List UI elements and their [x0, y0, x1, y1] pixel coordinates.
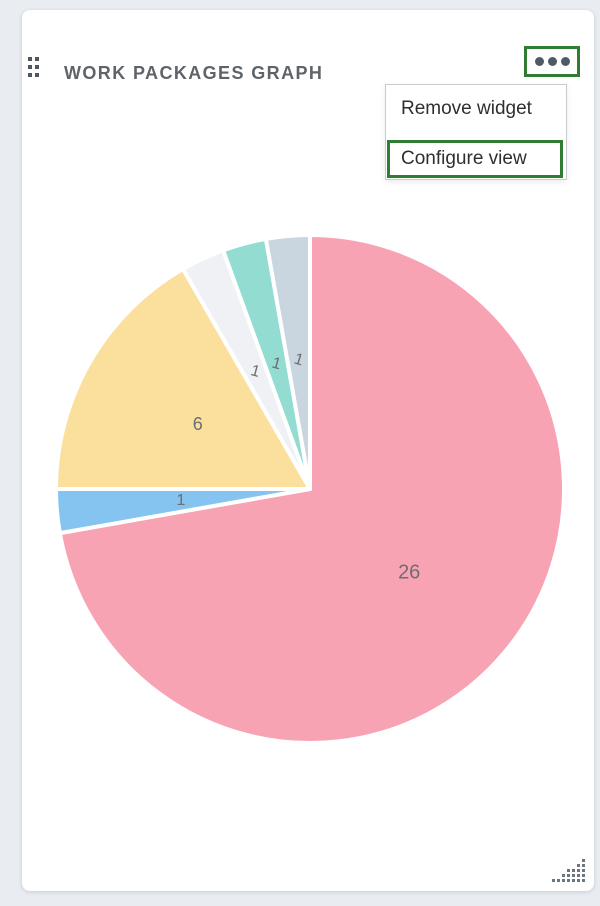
ellipsis-icon [534, 57, 570, 66]
grip-dots [28, 57, 32, 61]
pie-slice-label-0: 26 [398, 561, 420, 583]
work-packages-graph-widget: WORK PACKAGES GRAPH Remove widget Config… [22, 10, 594, 891]
widget-menu-button[interactable] [527, 49, 577, 74]
widget-context-menu: Remove widget Configure view [385, 84, 567, 180]
menu-item-configure-view[interactable]: Configure view [401, 148, 527, 169]
pie-slice-label-3: 1 [249, 362, 262, 381]
resize-grip-icon[interactable] [551, 856, 585, 882]
pie-slice-5[interactable] [263, 233, 312, 491]
drag-grip-icon[interactable] [28, 57, 42, 81]
pie-slice-label-2: 6 [193, 414, 203, 434]
menu-item-remove-widget[interactable]: Remove widget [401, 97, 532, 119]
pie-slice-label-1: 1 [177, 492, 186, 509]
pie-slice-2[interactable] [54, 267, 312, 491]
work-packages-pie-chart: 26 1 6 1 1 1 [52, 231, 568, 747]
pie-slice-label-4: 1 [270, 355, 283, 374]
widget-title: WORK PACKAGES GRAPH [64, 63, 324, 83]
